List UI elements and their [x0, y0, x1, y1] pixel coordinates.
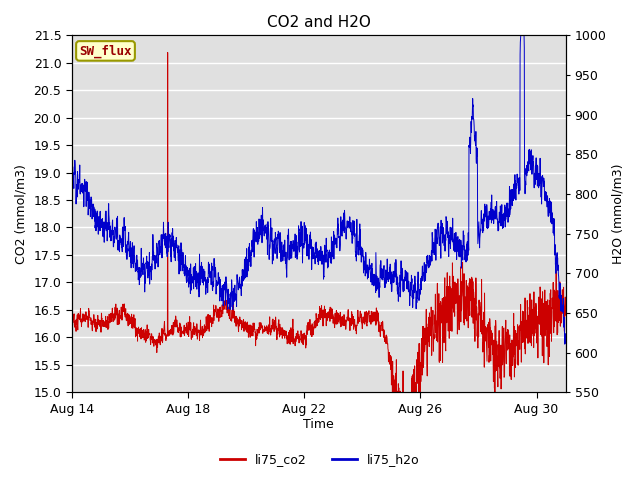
li75_co2 [164, 49, 172, 55]
Text: SW_flux: SW_flux [79, 44, 132, 58]
li75_h2o [308, 248, 316, 253]
li75_h2o [295, 228, 303, 234]
li75_co2 [308, 321, 316, 327]
Y-axis label: CO2 (mmol/m3): CO2 (mmol/m3) [15, 164, 28, 264]
li75_h2o [93, 215, 101, 221]
Legend: li75_co2, li75_h2o: li75_co2, li75_h2o [215, 448, 425, 471]
li75_co2 [548, 323, 556, 329]
li75_co2 [93, 326, 101, 332]
li75_co2 [457, 279, 465, 285]
X-axis label: Time: Time [303, 419, 334, 432]
li75_h2o [68, 177, 76, 183]
Title: CO2 and H2O: CO2 and H2O [267, 15, 371, 30]
li75_co2 [548, 338, 556, 344]
li75_h2o [457, 251, 465, 256]
li75_h2o [547, 203, 555, 208]
Line: li75_co2: li75_co2 [72, 52, 566, 458]
li75_h2o [562, 340, 570, 346]
li75_co2 [68, 315, 76, 321]
li75_h2o [561, 341, 569, 347]
li75_co2 [562, 312, 570, 318]
li75_co2 [396, 455, 403, 461]
Line: li75_h2o: li75_h2o [72, 0, 566, 344]
li75_co2 [295, 340, 303, 346]
Y-axis label: H2O (mmol/m3): H2O (mmol/m3) [612, 164, 625, 264]
li75_h2o [548, 199, 556, 205]
